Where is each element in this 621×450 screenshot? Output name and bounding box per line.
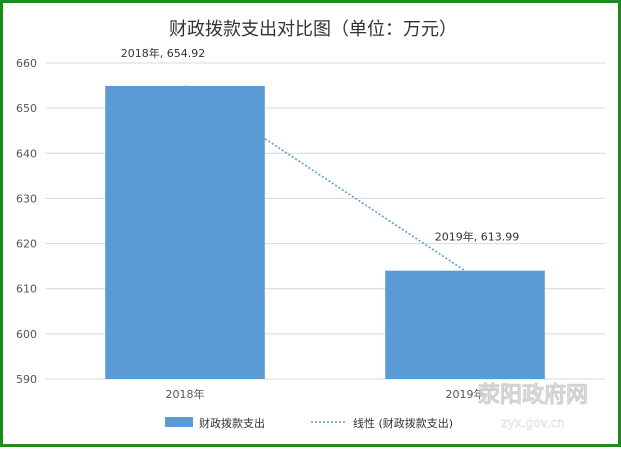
watermark-cn: 荥阳政府网 <box>478 382 588 408</box>
x-tick-label: 2018年 <box>166 387 205 401</box>
y-tick-label: 640 <box>16 147 37 160</box>
legend-label-series: 财政拨款支出 <box>199 416 265 430</box>
y-tick-label: 650 <box>16 102 37 115</box>
chart-canvas: 财政拨款支出对比图（单位：万元） 590 600 610 620 630 640 650 66… <box>16 19 605 431</box>
data-label: 2018年, 654.92 <box>121 46 205 60</box>
y-tick-label: 590 <box>16 373 37 386</box>
legend: 财政拨款支出 线性 (财政拨款支出) <box>165 416 453 430</box>
chart-title: 财政拨款支出对比图（单位：万元） <box>169 19 457 40</box>
data-label: 2019年, 613.99 <box>435 230 519 244</box>
data-labels: 2018年, 654.92 2019年, 613.99 <box>121 46 519 244</box>
x-tick-label: 2019年 <box>446 387 485 401</box>
y-axis-ticks: 590 600 610 620 630 640 650 660 <box>16 57 37 386</box>
watermark: 荥阳政府网 zyx.gov.cn <box>478 382 589 431</box>
x-axis-ticks: 2018年 2019年 <box>166 387 485 401</box>
bar-1 <box>105 85 265 380</box>
legend-swatch-bar <box>165 417 193 427</box>
y-tick-label: 610 <box>16 283 37 296</box>
legend-label-trendline: 线性 (财政拨款支出) <box>353 416 453 430</box>
y-tick-label: 630 <box>16 192 37 205</box>
bars <box>105 85 545 380</box>
watermark-en: zyx.gov.cn <box>501 416 564 430</box>
bar-2 <box>385 270 545 379</box>
y-tick-label: 620 <box>16 238 37 251</box>
y-tick-label: 660 <box>16 57 37 70</box>
y-tick-label: 600 <box>16 328 37 341</box>
